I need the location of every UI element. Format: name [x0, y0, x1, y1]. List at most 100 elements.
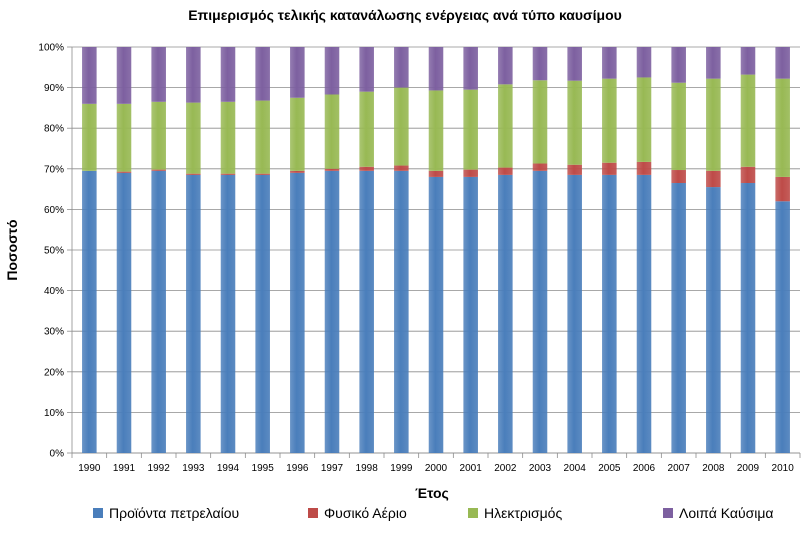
bar-segment — [324, 94, 340, 169]
legend-swatch — [308, 508, 318, 518]
bar-segment — [532, 80, 548, 164]
bar-segment — [636, 77, 652, 162]
bar-segment — [428, 47, 444, 91]
y-tick-label: 30% — [44, 327, 64, 338]
bar-segment — [602, 162, 617, 175]
x-axis-title: Έτος — [415, 485, 449, 501]
bar-segment — [394, 165, 409, 171]
x-tick-label: 2000 — [425, 463, 448, 474]
bar-segment — [290, 47, 305, 98]
bar-segment — [255, 100, 270, 174]
bar-segment — [220, 173, 236, 175]
x-tick-label: 1999 — [390, 463, 413, 474]
bar-segment — [671, 170, 686, 184]
bar-segment — [498, 84, 513, 168]
x-tick-label: 2008 — [702, 463, 725, 474]
bar-segment — [532, 170, 548, 453]
legend-label: Ηλεκτρισμός — [484, 505, 562, 521]
bar-segment — [151, 169, 166, 171]
bar-segment — [186, 173, 201, 175]
bar-segment — [532, 47, 548, 81]
bar-segment — [463, 169, 478, 177]
legend-swatch — [468, 508, 478, 518]
bar-segment — [186, 102, 201, 174]
x-tick-label: 1996 — [286, 463, 309, 474]
y-tick-label: 90% — [44, 83, 64, 94]
bar-segment — [636, 161, 652, 175]
bar-segment — [775, 47, 790, 79]
bar-segment — [567, 80, 582, 165]
x-tick-label: 2009 — [737, 463, 760, 474]
bar-segment — [428, 90, 444, 171]
bar-segment — [324, 170, 340, 453]
bar-segment — [567, 164, 582, 175]
bar-segment — [706, 170, 721, 188]
legend-label: Φυσικό Αέριο — [324, 505, 407, 521]
bar-segment — [324, 47, 340, 95]
bar-segment — [116, 47, 132, 104]
y-axis-title: Ποσοστό — [4, 219, 20, 280]
bar-segment — [671, 82, 686, 171]
bar-segment — [602, 174, 617, 453]
bar-segment — [602, 78, 617, 163]
bar-segment — [394, 47, 409, 88]
bar-segment — [602, 47, 617, 79]
bar-segment — [255, 173, 270, 175]
bar-segment — [324, 168, 340, 171]
bar-segment — [359, 166, 374, 171]
bar-segment — [671, 47, 686, 83]
bar-segment — [394, 87, 409, 166]
bar-segment — [532, 163, 548, 171]
y-tick-label: 70% — [44, 164, 64, 175]
bar-segment — [636, 174, 652, 453]
bar-segment — [706, 78, 721, 171]
x-tick-label: 1992 — [148, 463, 171, 474]
x-tick-label: 2004 — [564, 463, 587, 474]
bar-segment — [463, 176, 478, 454]
x-tick-labels: 1990 1991 1992 1993 1994 1995 1996 1997 1998 1999… — [71, 453, 801, 474]
bar-segment — [220, 174, 236, 453]
y-tick-label: 20% — [44, 367, 64, 378]
bar-segment — [116, 171, 132, 173]
bar-segment — [498, 167, 513, 175]
bar-segment — [220, 101, 236, 174]
bar-segment — [428, 176, 444, 454]
bar-segment — [740, 183, 756, 453]
bar-segment — [775, 78, 790, 177]
bar-segment — [463, 89, 478, 170]
x-tick-label: 1991 — [113, 463, 136, 474]
bar-segment — [671, 183, 686, 453]
bar-segment — [82, 103, 97, 171]
bar-segment — [775, 201, 790, 453]
bar-segment — [359, 91, 374, 167]
bar-segment — [290, 172, 305, 454]
x-tick-label: 1990 — [78, 463, 101, 474]
bar-segment — [498, 47, 513, 85]
y-tick-label: 40% — [44, 286, 64, 297]
y-tick-label: 0% — [50, 449, 65, 460]
y-tick-label: 10% — [44, 408, 64, 419]
bar-segment — [82, 47, 97, 104]
bar-segment — [740, 74, 756, 167]
bar-segment — [151, 101, 166, 170]
x-tick-label: 1995 — [252, 463, 275, 474]
bar-segment — [636, 47, 652, 78]
x-tick-label: 2005 — [598, 463, 621, 474]
legend: Προϊόντα πετρελαίου Φυσικό Αέριο Ηλεκτρισμ… — [93, 505, 774, 521]
x-tick-label: 2010 — [772, 463, 795, 474]
x-tick-label: 2006 — [633, 463, 656, 474]
chart-title: Επιμερισμός τελικής κατανάλωσης ενέργεια… — [188, 7, 622, 23]
bar-segment — [498, 174, 513, 453]
bar-segment — [220, 47, 236, 102]
y-tick-labels: 0% 10% 20% 30% 40% 50% 60% 70% 80% 90% 100% — [38, 43, 64, 460]
x-tick-label: 2003 — [529, 463, 552, 474]
y-tick-label: 80% — [44, 124, 64, 135]
bar-segment — [290, 97, 305, 171]
bar-segment — [255, 47, 270, 101]
bar-segment — [394, 170, 409, 453]
bar-segment — [186, 47, 201, 103]
legend-label: Λοιπά Καύσιμα — [679, 505, 774, 521]
bar-segment — [290, 170, 305, 173]
